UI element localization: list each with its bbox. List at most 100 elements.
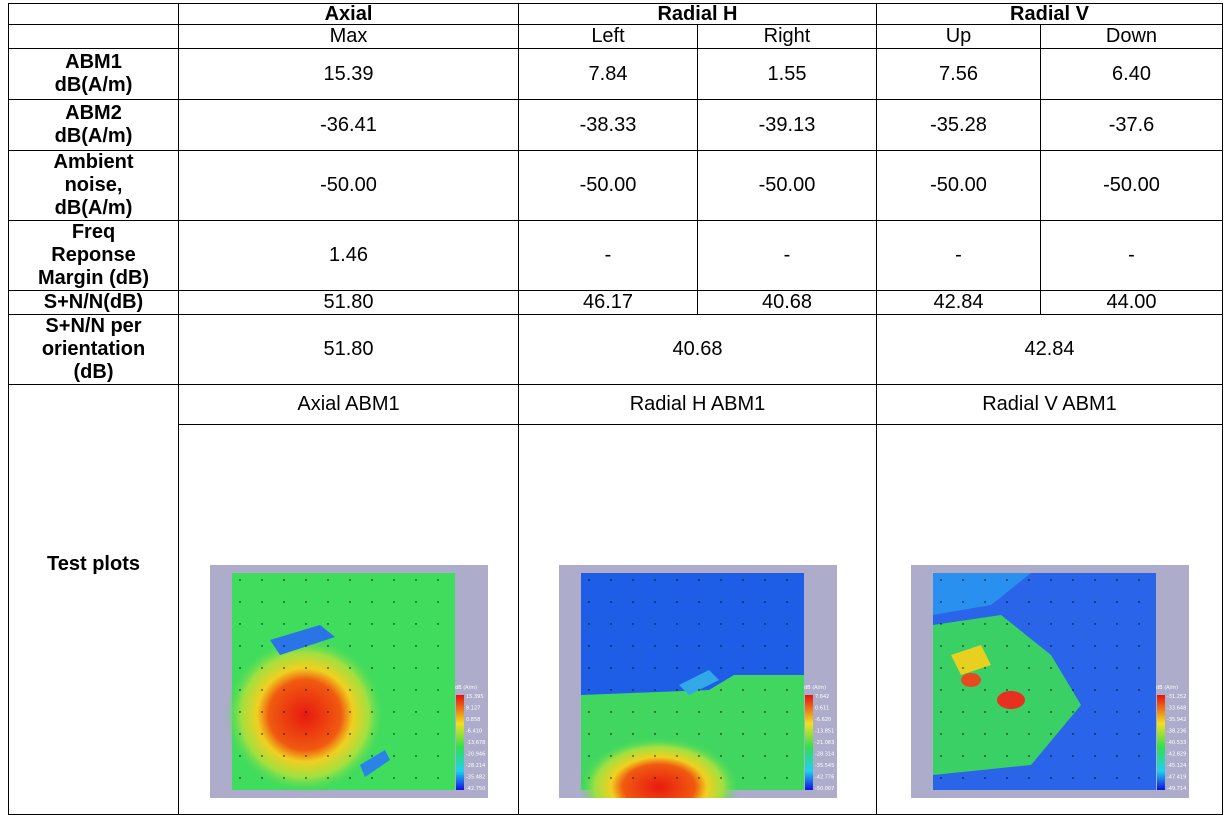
page: Axial Radial H Radial V Max Left Right Up Down A… — [8, 3, 1223, 815]
legend-label: -50.007 — [815, 786, 834, 792]
grid-dot — [939, 777, 942, 779]
grid-dot — [1071, 601, 1074, 603]
grid-dot — [1027, 579, 1030, 581]
value-cell: -39.13 — [697, 99, 877, 151]
value-cell: 6.40 — [1040, 48, 1223, 100]
legend-label: 7.642 — [815, 694, 829, 700]
grid-dot — [1093, 777, 1096, 779]
grid-dot — [675, 755, 678, 757]
grid-dot — [238, 733, 241, 735]
row-label-line: Freq — [71, 221, 116, 243]
heatmap-plot: dB (A/m) 7.642 0.611 -6.620 -13.851 -21.083 -2… — [558, 565, 837, 815]
row-label: S+N/N per orientation (dB) — [8, 314, 179, 385]
grid-dot — [348, 689, 351, 691]
value-cell: 46.17 — [518, 290, 698, 315]
grid-dot — [697, 623, 700, 625]
grid-dot — [741, 711, 744, 713]
grid-dot — [260, 733, 263, 735]
grid-dot — [436, 755, 439, 757]
grid-dot — [961, 689, 964, 691]
plot-title: Axial ABM1 — [178, 384, 519, 425]
grid-dot — [1093, 755, 1096, 757]
grid-dot — [763, 733, 766, 735]
grid-dot — [961, 711, 964, 713]
grid-dot — [763, 667, 766, 669]
grid-dot — [939, 645, 942, 647]
table-row: Test plots Axial ABM1 Radial H ABM1 Radial … — [8, 384, 1223, 815]
grid-dot — [719, 645, 722, 647]
row-label: S+N/N(dB) — [8, 290, 179, 315]
grid-dot — [370, 711, 373, 713]
row-label-line: ABM1 — [65, 51, 122, 73]
legend-label: -42.750 — [466, 786, 485, 792]
grid-dot — [697, 733, 700, 735]
grid-dot — [436, 689, 439, 691]
grid-dot — [1005, 711, 1008, 713]
grid-dot — [304, 601, 307, 603]
grid-dot — [675, 711, 678, 713]
row-label-line: (dB) — [73, 361, 114, 383]
grid-dot — [1049, 601, 1052, 603]
grid-dot — [785, 645, 788, 647]
grid-dot — [675, 689, 678, 691]
grid-dot — [609, 601, 612, 603]
grid-dot — [697, 689, 700, 691]
heatmap-plot: dB (A/m) -31.252 -33.648 -35.942 -38.236 -40.… — [910, 565, 1189, 798]
grid-dot — [719, 733, 722, 735]
grid-dot — [983, 777, 986, 779]
grid-dot — [609, 777, 612, 779]
legend-label: -21.083 — [815, 740, 834, 746]
grid-dot — [414, 733, 417, 735]
grid-dot — [260, 601, 263, 603]
grid-dot — [414, 711, 417, 713]
grid-dot — [939, 579, 942, 581]
grid-dot — [304, 623, 307, 625]
grid-dot — [741, 645, 744, 647]
grid-dot — [741, 689, 744, 691]
grid-dot — [1115, 601, 1118, 603]
legend-label: 0.611 — [815, 706, 829, 712]
legend-label: -13.851 — [815, 729, 834, 735]
grid-dot — [587, 623, 590, 625]
legend-label: -33.648 — [1167, 706, 1186, 712]
grid-dot — [1005, 667, 1008, 669]
grid-dot — [392, 601, 395, 603]
grid-dot — [1049, 579, 1052, 581]
grid-dot — [414, 755, 417, 757]
grid-dot — [1027, 755, 1030, 757]
sub-header: Right — [697, 24, 877, 49]
grid-dot — [785, 733, 788, 735]
grid-dot — [414, 645, 417, 647]
plot-cell: dB (A/m) -31.252 -33.648 -35.942 -38.236 -40.… — [876, 424, 1223, 815]
grid-dot — [631, 733, 634, 735]
grid-dot — [348, 601, 351, 603]
grid-dot — [609, 689, 612, 691]
grid-dot — [326, 733, 329, 735]
value-cell: -50.00 — [697, 150, 877, 221]
grid-dot — [719, 777, 722, 779]
grid-dot — [939, 689, 942, 691]
grid-dot — [326, 645, 329, 647]
grid-dot — [983, 601, 986, 603]
row-label-line: ABM2 — [65, 102, 122, 124]
grid-dot — [304, 711, 307, 713]
grid-dot — [1027, 777, 1030, 779]
grid-dot — [326, 579, 329, 581]
grid-dot — [1027, 667, 1030, 669]
grid-dot — [238, 645, 241, 647]
grid-dot — [326, 689, 329, 691]
grid-dot — [587, 733, 590, 735]
value-cell: -50.00 — [178, 150, 519, 221]
grid-dot — [282, 711, 285, 713]
grid-dot — [1005, 645, 1008, 647]
table-row: ABM2 dB(A/m) -36.41 -38.33 -39.13 -35.28 -37.6 — [8, 99, 1223, 151]
grid-dot — [1005, 579, 1008, 581]
grid-dot — [697, 601, 700, 603]
grid-dot — [939, 755, 942, 757]
grid-dot — [961, 579, 964, 581]
row-label-line: Margin (dB) — [37, 267, 150, 289]
value-cell: - — [697, 220, 877, 291]
grid-dot — [609, 667, 612, 669]
grid-dot — [1137, 733, 1140, 735]
grid-dot — [326, 667, 329, 669]
